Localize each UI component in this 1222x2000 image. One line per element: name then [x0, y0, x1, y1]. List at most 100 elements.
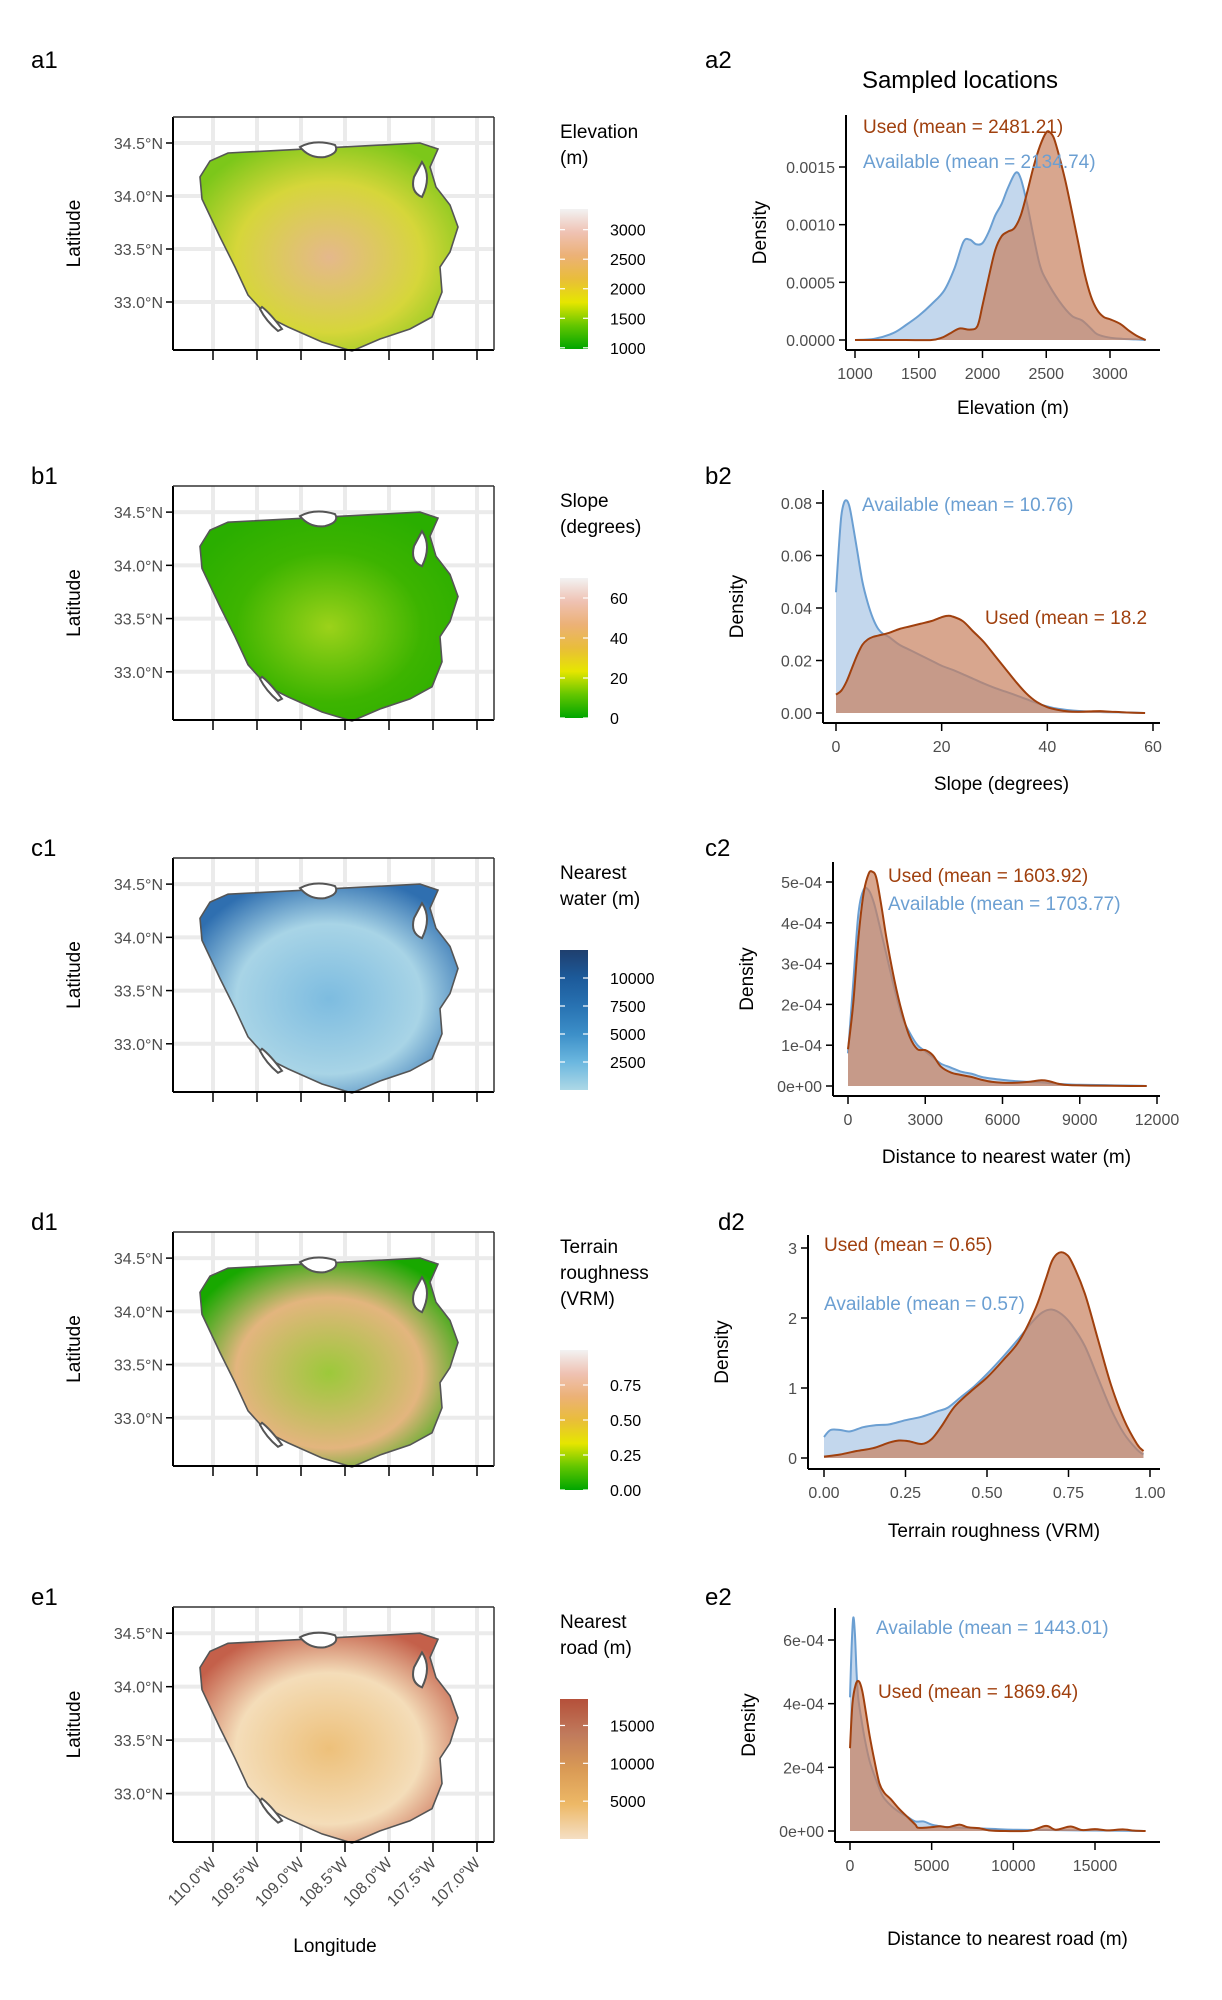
lake-shape: [412, 160, 428, 199]
panel-label: b1: [31, 463, 58, 490]
y-tick-label: 4e-04: [783, 1697, 824, 1714]
legend: Nearest water (m) 10000 7500 5000 2500: [559, 863, 655, 1090]
density-line-used: [823, 1251, 1145, 1458]
x-axis-title: Slope (degrees): [934, 774, 1069, 795]
lat-tick-label: 33.0°N: [114, 1037, 163, 1054]
panel-label: c2: [705, 835, 730, 862]
density-area-used: [824, 1252, 1144, 1458]
x-tick-label: 3000: [1092, 366, 1128, 383]
panel-label: e2: [705, 1584, 732, 1611]
lat-tick-label: 33.5°N: [114, 1358, 163, 1375]
x-tick-label: 2500: [1028, 366, 1064, 383]
legend-label: 2500: [610, 1055, 646, 1072]
legend-label: 0.25: [610, 1448, 641, 1465]
legend-label: 2000: [610, 282, 646, 299]
y-tick-label: 0e+00: [777, 1079, 822, 1096]
x-tick-label: 15000: [1073, 1858, 1118, 1875]
legend-title: roughness: [560, 1263, 649, 1284]
colorbar: [560, 1699, 588, 1839]
lake-shape: [412, 1275, 428, 1314]
legend-label: 20: [610, 671, 628, 688]
x-tick-label: 1000: [837, 366, 873, 383]
x-tick-label: 6000: [985, 1112, 1021, 1129]
panel-label: d1: [31, 1209, 58, 1236]
x-tick-label: 60: [1144, 739, 1162, 756]
annotation-used: Used (mean = 0.65): [824, 1235, 992, 1256]
density-line-available: [849, 1616, 1145, 1832]
x-axis-title: Distance to nearest road (m): [887, 1929, 1128, 1950]
chart-title: Sampled locations: [862, 67, 1058, 94]
y-axis-title: Density: [712, 1320, 733, 1384]
lake-shape: [298, 1256, 338, 1274]
y-axis-title: Latitude: [64, 941, 85, 1009]
y-tick-label: 0.00: [781, 706, 812, 723]
annotation-used: Used (mean = 2481.21): [863, 117, 1063, 138]
legend-label: 0.50: [610, 1413, 641, 1430]
lat-tick-label: 33.0°N: [114, 295, 163, 312]
density-chart-d2: d2 0 1 2 3 0.00 0.25 0.50 0.75 1.00 Density Terrain…: [712, 1209, 1166, 1542]
x-tick-label: 5000: [914, 1858, 950, 1875]
study-area-polygon: [199, 1257, 459, 1468]
y-axis-title: Density: [739, 1693, 760, 1757]
x-axis-title: Longitude: [293, 1936, 376, 1957]
legend-title: (m): [560, 148, 588, 169]
x-tick-label: 0.75: [1053, 1485, 1084, 1502]
legend-label: 5000: [610, 1027, 646, 1044]
y-tick-label: 2e-04: [783, 1760, 824, 1777]
x-tick-label: 0.25: [890, 1485, 921, 1502]
x-axis-title: Distance to nearest water (m): [882, 1147, 1131, 1168]
y-tick-label: 0.08: [781, 496, 812, 513]
legend-title: Terrain: [560, 1237, 618, 1258]
x-tick-label: 0.00: [808, 1485, 839, 1502]
y-tick-label: 0.04: [781, 601, 812, 618]
density-area-used: [855, 131, 1146, 341]
y-tick-label: 1: [788, 1381, 797, 1398]
annotation-available: Available (mean = 0.57): [824, 1294, 1025, 1315]
study-area-polygon: [199, 1632, 459, 1844]
density-line-used: [849, 1679, 1146, 1833]
lat-tick-label: 34.5°N: [114, 1251, 163, 1268]
river-shape: [258, 305, 284, 333]
legend-title: (VRM): [560, 1289, 615, 1310]
legend-title: Nearest: [560, 863, 627, 884]
x-tick-label: 10000: [991, 1858, 1036, 1875]
river-shape: [258, 1797, 284, 1824]
x-tick-label: 12000: [1135, 1112, 1180, 1129]
lake-shape: [298, 882, 338, 900]
y-axis-title: Latitude: [64, 1315, 85, 1383]
legend-title: (degrees): [560, 517, 641, 538]
y-tick-label: 6e-04: [783, 1633, 824, 1650]
panel-label: c1: [31, 835, 56, 862]
colorbar: [560, 578, 588, 718]
legend-label: 7500: [610, 999, 646, 1016]
y-axis-title: Latitude: [64, 1691, 85, 1759]
lat-tick-label: 33.5°N: [114, 984, 163, 1001]
legend-label: 1000: [610, 341, 646, 358]
y-axis-title: Density: [750, 200, 771, 264]
y-tick-label: 0.0015: [786, 160, 835, 177]
y-tick-label: 0: [788, 1451, 797, 1468]
y-tick-label: 1e-04: [781, 1038, 822, 1055]
annotation-available: Available (mean = 2134.74): [863, 152, 1096, 173]
panel-label: a2: [705, 47, 732, 74]
x-tick-label: 1.00: [1134, 1485, 1165, 1502]
lat-tick-label: 34.5°N: [114, 136, 163, 153]
map-panel-e1: e134.5°N34.0°N33.5°N33.0°N110.0°W109.5°W…: [31, 1584, 655, 1957]
legend-label: 10000: [610, 971, 655, 988]
x-tick-label: 0: [832, 739, 841, 756]
y-tick-label: 2: [788, 1311, 797, 1328]
legend-label: 5000: [610, 1794, 646, 1811]
density-area-used: [850, 1680, 1146, 1832]
density-area-available: [850, 1617, 1144, 1831]
legend-title: Elevation: [560, 122, 638, 143]
y-tick-label: 0.0010: [786, 218, 835, 235]
density-chart-e2: e2 0e+00 2e-04 4e-04 6e-04 0 5000 10000 15000 Den…: [705, 1584, 1160, 1950]
legend-title: Nearest: [560, 1612, 627, 1633]
lake-shape: [412, 1650, 428, 1689]
x-tick-label: 0: [844, 1112, 853, 1129]
y-tick-label: 3e-04: [781, 957, 822, 974]
legend-title: water (m): [559, 889, 640, 910]
y-tick-label: 5e-04: [781, 875, 822, 892]
legend-label: 0.00: [610, 1483, 641, 1500]
